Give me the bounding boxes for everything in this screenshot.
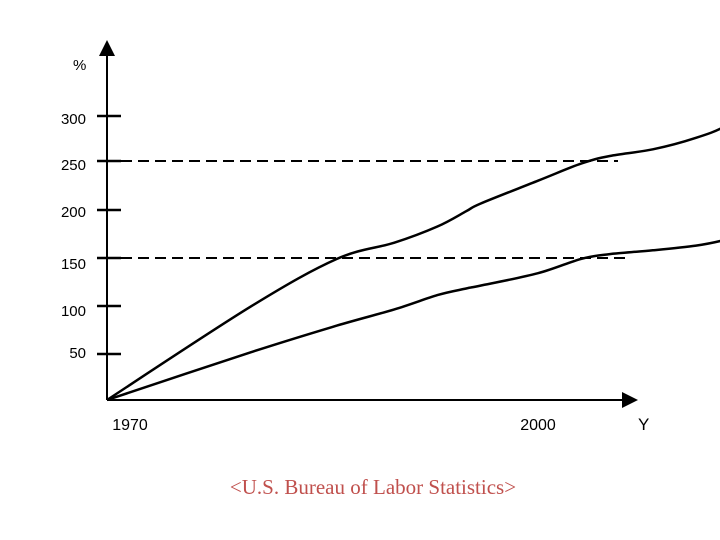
y-axis-label: % [73, 57, 86, 74]
x-ticks: 1970 2000 [112, 417, 556, 434]
y-tick-label: 200 [61, 204, 86, 221]
y-tick-label: 100 [61, 303, 86, 320]
source-caption: <U.S. Bureau of Labor Statistics> [230, 475, 516, 499]
x-axis-label: Y [638, 415, 649, 434]
y-tick-label: 300 [61, 111, 86, 128]
reference-lines [121, 160, 630, 259]
y-ticks: 300 250 200 150 100 50 [61, 111, 121, 362]
y-tick-label: 250 [61, 157, 86, 174]
x-tick-label: 1970 [112, 417, 148, 434]
x-tick-label: 2000 [520, 417, 556, 434]
y-tick-label: 150 [61, 256, 86, 273]
series-line-M [106, 127, 720, 402]
y-tick-label: 50 [69, 345, 86, 362]
series-line-S [106, 239, 720, 402]
series-lines: MS [106, 127, 720, 402]
